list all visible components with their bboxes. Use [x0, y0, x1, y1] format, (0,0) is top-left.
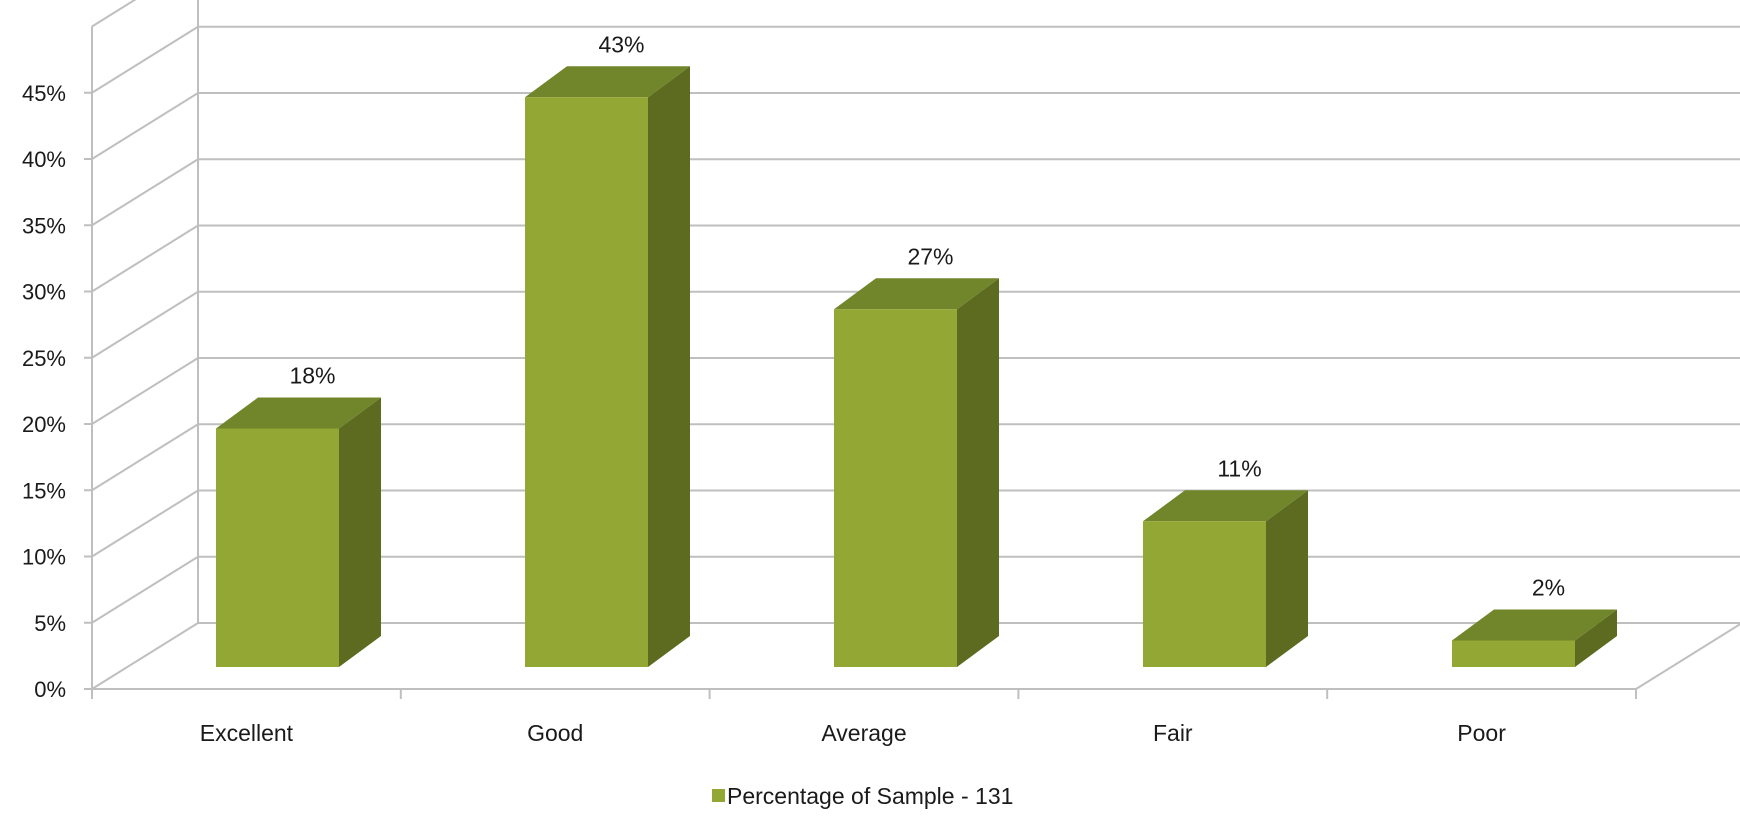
data-label: 11% [1217, 455, 1261, 481]
y-tick-label: 45% [22, 81, 66, 106]
bar-average [834, 278, 999, 667]
bar-front [1143, 521, 1266, 667]
bars [216, 66, 1617, 667]
y-tick-label: 40% [22, 147, 66, 172]
bar-side [1266, 490, 1308, 667]
y-tick-label: 35% [22, 213, 66, 238]
legend: Percentage of Sample - 131 [712, 783, 1013, 809]
data-label: 2% [1532, 575, 1565, 601]
chart-floor [91, 623, 1740, 699]
bar-side [648, 66, 690, 667]
bar-front [834, 309, 957, 667]
gridline-depth [91, 92, 199, 160]
y-tick-label: 20% [22, 412, 66, 437]
labels: 0% 5% 10% 15% 20% 25% 30% 35% 40% 45% 18% Excellent… [22, 31, 1565, 746]
legend-swatch [712, 789, 725, 802]
gridline-depth [91, 357, 199, 425]
gridline-depth [91, 555, 199, 624]
y-tick-label: 15% [22, 478, 66, 503]
x-tick-label: Fair [1153, 720, 1193, 746]
y-tick-label: 10% [22, 545, 66, 570]
gridline-depth [91, 423, 199, 492]
x-tick-label: Poor [1457, 720, 1506, 746]
y-tick-label: 0% [34, 677, 66, 702]
bar-front [1452, 640, 1575, 667]
y-tick-label: 25% [22, 346, 66, 371]
bar-fair [1143, 490, 1308, 667]
gridline-depth [91, 25, 199, 94]
bar-side [957, 278, 999, 667]
x-tick-label: Excellent [200, 720, 294, 746]
bar-front [525, 97, 648, 667]
bar-top [1143, 490, 1308, 522]
bar-poor [1452, 609, 1617, 667]
floor-right-edge [1635, 623, 1740, 690]
bar-top [525, 66, 690, 98]
bar-excellent [216, 397, 381, 667]
bar-side [339, 397, 381, 667]
x-tick-label: Good [527, 720, 583, 746]
y-tick-label: 5% [34, 611, 66, 636]
data-label: 18% [289, 363, 335, 389]
gridline-depth [91, 158, 199, 227]
data-label: 43% [598, 31, 644, 57]
bar-good [525, 66, 690, 667]
gridline-depth [91, 290, 199, 359]
bar-front [216, 428, 339, 667]
bar-top [834, 278, 999, 310]
y-tick-label: 30% [22, 280, 66, 305]
bar-top [1452, 609, 1617, 641]
gridline-depth [91, 622, 199, 690]
gridline-depth [91, 0, 137, 28]
x-tick-label: Average [821, 720, 906, 746]
bar-side [1575, 609, 1617, 667]
gridline-depth [91, 224, 199, 293]
bar-top [216, 397, 381, 429]
data-label: 27% [907, 243, 953, 269]
gridline-depth [91, 489, 199, 558]
legend-label: Percentage of Sample - 131 [727, 783, 1013, 809]
